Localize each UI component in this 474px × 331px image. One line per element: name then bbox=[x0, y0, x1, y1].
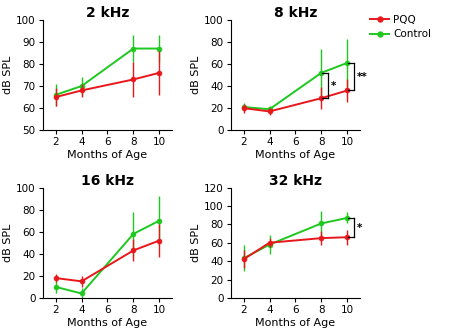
X-axis label: Months of Age: Months of Age bbox=[255, 150, 336, 160]
Text: *: * bbox=[356, 222, 362, 233]
X-axis label: Months of Age: Months of Age bbox=[255, 318, 336, 328]
Y-axis label: dB SPL: dB SPL bbox=[3, 223, 13, 262]
Title: 8 kHz: 8 kHz bbox=[274, 6, 317, 20]
Text: *: * bbox=[330, 80, 336, 90]
Title: 32 kHz: 32 kHz bbox=[269, 173, 322, 188]
X-axis label: Months of Age: Months of Age bbox=[67, 150, 147, 160]
Y-axis label: dB SPL: dB SPL bbox=[3, 56, 13, 94]
Y-axis label: dB SPL: dB SPL bbox=[191, 56, 201, 94]
X-axis label: Months of Age: Months of Age bbox=[67, 318, 147, 328]
Legend: PQQ, Control: PQQ, Control bbox=[370, 15, 431, 39]
Title: 2 kHz: 2 kHz bbox=[86, 6, 129, 20]
Y-axis label: dB SPL: dB SPL bbox=[191, 223, 201, 262]
Text: **: ** bbox=[356, 72, 367, 82]
Title: 16 kHz: 16 kHz bbox=[81, 173, 134, 188]
